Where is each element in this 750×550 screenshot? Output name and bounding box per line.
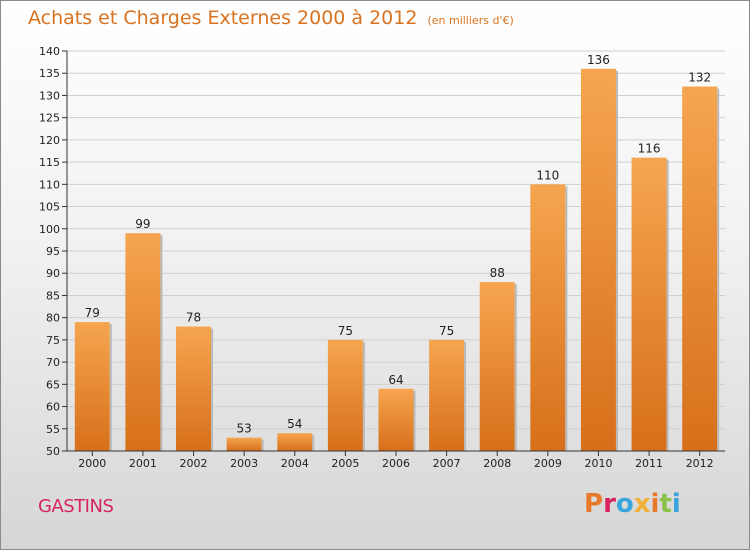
x-tick-label: 2012 <box>686 457 714 470</box>
bar-value-label: 132 <box>688 71 711 85</box>
bar-shadow <box>261 439 264 451</box>
x-tick-label: 2010 <box>584 457 612 470</box>
bar-value-label: 136 <box>587 53 610 67</box>
bar-value-label: 88 <box>490 266 505 280</box>
bar <box>327 339 363 451</box>
bar-shadow <box>514 284 517 451</box>
bar <box>74 322 110 451</box>
bar-shadow <box>160 235 163 451</box>
y-tick-label: 85 <box>46 289 60 302</box>
bar-value-label: 75 <box>338 324 353 338</box>
bar-shadow <box>464 341 467 451</box>
bar-value-label: 79 <box>85 306 100 320</box>
bar <box>429 339 465 451</box>
bar-shadow <box>362 341 365 451</box>
bar-value-label: 78 <box>186 311 201 325</box>
y-tick-label: 125 <box>39 112 60 125</box>
chart-title: Achats et Charges Externes 2000 à 2012 <box>28 7 418 29</box>
bar <box>125 233 161 451</box>
bar-value-label: 110 <box>536 168 559 182</box>
bar-value-label: 53 <box>237 422 252 436</box>
logo-letter: i <box>650 489 660 519</box>
bar-shadow <box>109 324 112 451</box>
x-tick-label: 2000 <box>78 457 106 470</box>
x-tick-label: 2007 <box>433 457 461 470</box>
logo-letter: o <box>615 489 634 519</box>
x-tick-label: 2011 <box>635 457 663 470</box>
x-tick-label: 2004 <box>281 457 309 470</box>
y-tick-label: 115 <box>39 156 60 169</box>
y-tick-label: 50 <box>46 445 60 458</box>
proxiti-logo[interactable]: Proxiti <box>584 489 681 519</box>
y-tick-label: 80 <box>46 312 60 325</box>
bar <box>226 437 262 451</box>
x-tick-label: 2002 <box>180 457 208 470</box>
x-tick-label: 2006 <box>382 457 410 470</box>
bar <box>176 326 212 451</box>
bar <box>479 282 515 451</box>
logo-letter: P <box>584 489 604 519</box>
bar-value-label: 54 <box>287 417 302 431</box>
y-tick-label: 60 <box>46 401 60 414</box>
logo-letter: t <box>659 489 672 519</box>
bar-value-label: 75 <box>439 324 454 338</box>
bar-shadow <box>211 328 214 451</box>
y-tick-label: 95 <box>46 245 60 258</box>
x-tick-label: 2001 <box>129 457 157 470</box>
bar-shadow <box>717 88 720 452</box>
bar-shadow <box>413 390 416 451</box>
bar-value-label: 116 <box>638 142 661 156</box>
bar-shadow <box>615 70 618 452</box>
bar-value-label: 64 <box>388 373 403 387</box>
logo-letter: x <box>633 489 651 519</box>
commune-name: GASTINS <box>38 496 114 517</box>
x-tick-label: 2005 <box>331 457 359 470</box>
title-row: Achats et Charges Externes 2000 à 2012 (e… <box>28 7 514 29</box>
logo-letter: r <box>603 489 616 519</box>
y-tick-label: 65 <box>46 378 60 391</box>
y-tick-label: 135 <box>39 67 60 80</box>
bar <box>378 388 414 451</box>
y-tick-label: 75 <box>46 334 60 347</box>
y-tick-label: 55 <box>46 423 60 436</box>
bar <box>631 157 667 451</box>
bar-shadow <box>666 159 669 451</box>
y-tick-label: 130 <box>39 89 60 102</box>
y-tick-label: 70 <box>46 356 60 369</box>
bar-shadow <box>565 186 568 452</box>
y-tick-label: 105 <box>39 201 60 214</box>
bar <box>580 68 616 452</box>
bar <box>682 86 718 452</box>
x-tick-label: 2008 <box>483 457 511 470</box>
y-tick-label: 140 <box>39 45 60 58</box>
y-tick-label: 120 <box>39 134 60 147</box>
y-tick-label: 90 <box>46 267 60 280</box>
bar <box>530 184 566 452</box>
y-tick-label: 100 <box>39 223 60 236</box>
x-tick-label: 2003 <box>230 457 258 470</box>
y-tick-label: 110 <box>39 178 60 191</box>
logo-letter: i <box>671 489 681 519</box>
x-tick-label: 2009 <box>534 457 562 470</box>
bar-value-label: 99 <box>135 217 150 231</box>
bar-shadow <box>312 435 315 451</box>
bar <box>277 433 313 451</box>
chart-subtitle: (en milliers d'€) <box>427 14 514 27</box>
